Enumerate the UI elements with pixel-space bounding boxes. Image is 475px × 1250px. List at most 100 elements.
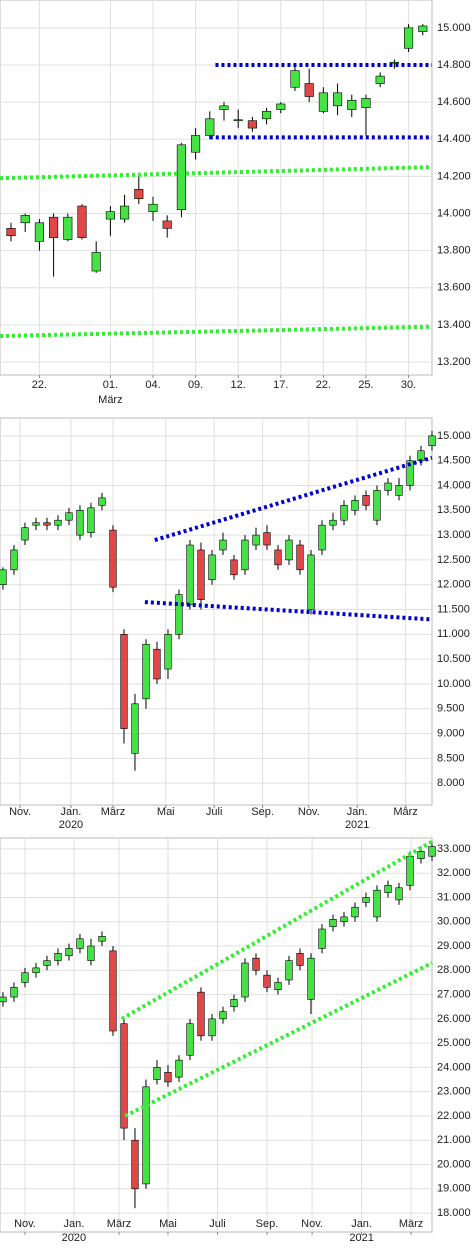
candle-body [148,203,158,212]
y-tick-label: 14.600 [437,96,471,108]
y-tick-label: 11.000 [437,628,470,640]
trend-line [154,455,433,542]
candle-body [208,554,216,581]
candle-body [65,948,73,957]
x-tick-label: 12. [231,379,246,391]
candle-body [197,549,205,600]
candle-body [109,950,117,1032]
y-tick-label: 21.000 [437,1134,471,1146]
y-tick-label: 13.000 [437,529,471,541]
y-tick-label: 14.500 [437,455,471,467]
candle-body [361,98,371,108]
candle-body [21,527,29,541]
candle-body [262,111,272,120]
candle-body [276,103,286,110]
candle-body [233,119,243,122]
candle-body [373,490,381,521]
candle-body [241,539,249,571]
candle-body [191,135,201,153]
candle-body [384,885,392,893]
candle-body [389,61,399,64]
x-tick-label: März [101,806,125,818]
candle-body [197,991,205,1037]
candle-body [406,460,414,486]
x-tick-label: 04. [145,379,160,391]
candle-body [351,906,359,918]
candle-body [417,851,425,859]
x-tick-label: März [399,1218,423,1230]
y-tick-label: 31.000 [437,891,471,903]
x-tick-label: 17. [273,379,288,391]
candle-body [164,634,172,670]
candle-body [120,1023,128,1129]
candle-body [142,1086,150,1185]
x-sub-label: 2021 [345,819,369,831]
candle-body [285,539,293,561]
candle-body [142,643,150,700]
x-tick-label: Mai [157,806,175,818]
candle-body [296,544,304,571]
candle-body [105,211,115,220]
x-tick-label: 30. [401,379,416,391]
candle-body [32,967,40,974]
candle-body [164,1071,172,1083]
candle-body [21,972,29,983]
x-tick-label: Sep. [251,806,274,818]
candle-body [76,509,84,536]
y-tick-label: 8.000 [437,777,465,789]
x-tick-label: Jan. [61,806,82,818]
candle-body [373,889,381,918]
y-tick-label: 11.500 [437,603,470,615]
candle-body [43,960,51,966]
y-tick-label: 18.000 [437,1207,471,1219]
candle-body [205,118,215,136]
candle-body [362,897,370,903]
y-tick-label: 13.200 [437,356,471,368]
x-tick-label: 22. [316,379,331,391]
x-tick-label: März [107,1218,131,1230]
candle-body [32,522,40,526]
candle-body [87,945,95,961]
candle-body [54,519,62,526]
y-tick-label: 12.500 [437,554,471,566]
y-tick-label: 14.000 [437,479,471,491]
candle-body [395,887,403,901]
candle-body [307,957,315,1000]
x-tick-label: 22. [32,379,47,391]
candle-body [274,549,282,566]
candle-body [318,928,326,949]
candle-body [351,500,359,511]
candle-body [362,495,370,506]
x-tick-label: Jan. [347,806,368,818]
y-tick-label: 13.800 [437,245,471,257]
candle-body [186,544,194,605]
x-sub-label: 2020 [59,819,83,831]
candle-body [241,962,249,998]
candle-body [375,75,385,84]
y-tick-label: 27.000 [437,988,471,1000]
candle-body [20,215,30,224]
candle-body [98,497,106,506]
y-tick-label: 12.000 [437,579,471,591]
x-tick-label: 01. [103,379,118,391]
candle-body [406,855,414,886]
candle-body [91,252,101,272]
x-tick-label: 09. [188,379,203,391]
candle-body [428,846,436,857]
x-tick-label: Juli [209,1218,226,1230]
candle-body [307,554,315,610]
x-tick-label: Nov. [9,806,31,818]
y-tick-label: 15.000 [437,22,471,34]
candle-body [395,485,403,496]
x-tick-label: Juli [206,806,223,818]
x-tick-label: März [393,806,417,818]
y-tick-label: 32.000 [437,867,471,879]
candle-body [34,222,44,242]
candle-body [43,522,51,526]
x-tick-label: Sep. [256,1218,279,1230]
x-sub-label: 2021 [349,1232,373,1244]
candle-body [54,953,62,961]
candle-body [153,1067,161,1080]
candle-body [219,539,227,551]
plot-area [0,837,433,1233]
